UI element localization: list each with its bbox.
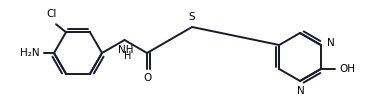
Text: OH: OH xyxy=(340,64,356,74)
Text: H: H xyxy=(124,51,131,61)
Text: O: O xyxy=(143,73,151,83)
Text: Cl: Cl xyxy=(47,9,57,19)
Text: N: N xyxy=(327,38,334,48)
Text: H₂N: H₂N xyxy=(21,48,40,58)
Text: NH: NH xyxy=(118,45,133,55)
Text: S: S xyxy=(189,12,195,22)
Text: N: N xyxy=(297,86,305,96)
